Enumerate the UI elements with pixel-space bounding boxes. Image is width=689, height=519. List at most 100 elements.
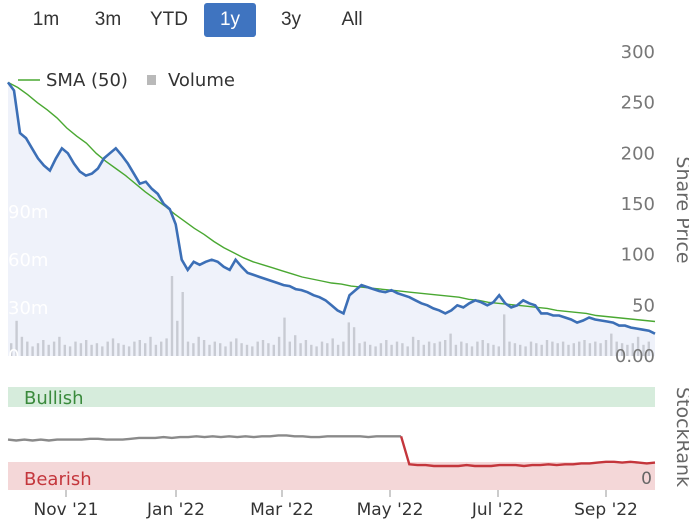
volume-bar — [358, 343, 361, 356]
volume-bar — [395, 341, 399, 356]
volume-bar — [176, 320, 179, 356]
volume-bar — [240, 343, 243, 356]
volume-bar — [417, 340, 420, 356]
volume-bar — [492, 344, 495, 356]
volume-bar — [261, 340, 265, 356]
stockrank-line-neutral — [7, 434, 402, 442]
share-price-tick: 100 — [621, 245, 655, 266]
volume-bar — [631, 343, 634, 356]
volume-bar — [229, 341, 233, 356]
stockrank-tick: 0 — [641, 469, 652, 489]
volume-bar — [460, 341, 463, 356]
volume-bar — [599, 343, 602, 356]
share-price-tick: 0.00 — [615, 346, 655, 367]
volume-bar — [186, 341, 190, 356]
volume-bar — [604, 340, 608, 356]
volume-bar — [572, 343, 575, 356]
volume-bar — [63, 344, 66, 356]
volume-bar — [594, 341, 597, 356]
volume-bar — [620, 343, 624, 356]
tab-ytd[interactable]: YTD — [150, 9, 188, 30]
volume-bar — [288, 341, 291, 356]
share-price-tick: 50 — [632, 295, 655, 316]
volume-bar — [444, 340, 447, 356]
legend-sma-label: SMA (50) — [46, 70, 128, 91]
stockrank-axis-label: StockRank — [672, 387, 689, 487]
volume-bar — [352, 327, 356, 356]
volume-bar — [10, 343, 13, 356]
x-tick-label: Nov '21 — [34, 500, 99, 519]
volume-bar — [529, 341, 533, 356]
x-tick-label: May '22 — [357, 500, 424, 519]
volume-bar — [433, 343, 436, 356]
volume-tick: 60m — [8, 250, 48, 271]
volume-bar — [331, 338, 334, 356]
volume-bar — [294, 335, 297, 356]
volume-bar — [513, 343, 517, 356]
volume-tick: 90m — [8, 202, 48, 223]
price-area-fill — [8, 82, 655, 357]
sma-line — [7, 81, 656, 323]
volume-bar — [540, 344, 543, 356]
volume-bar — [524, 346, 527, 356]
volume-bar — [320, 341, 324, 356]
volume-bar — [449, 333, 452, 356]
volume-bar — [15, 320, 18, 356]
volume-bar — [197, 336, 200, 356]
tab-1y[interactable]: 1y — [204, 3, 256, 37]
volume-bar — [336, 344, 340, 356]
bullish-band — [8, 387, 655, 407]
volume-bar — [427, 341, 431, 356]
volume-bar — [208, 344, 211, 356]
volume-bar — [315, 346, 318, 356]
volume-bar — [369, 344, 372, 356]
volume-bar — [615, 341, 618, 356]
volume-bar — [20, 336, 24, 356]
share-price-axis-label: Share Price — [672, 156, 689, 263]
volume-bar — [470, 346, 474, 356]
volume-bar — [106, 341, 109, 356]
volume-bar — [181, 292, 184, 356]
volume-bar — [374, 346, 377, 356]
share-price-tick: 250 — [621, 93, 655, 114]
volume-bar — [52, 341, 56, 356]
volume-bar — [133, 341, 136, 356]
volume-bar — [567, 344, 570, 356]
volume-tick: 30m — [8, 298, 48, 319]
volume-bar — [117, 343, 120, 356]
tab-3m[interactable]: 3m — [94, 9, 122, 30]
volume-bar — [342, 341, 345, 356]
volume-bar — [465, 343, 468, 356]
volume-bar — [486, 343, 490, 356]
volume-bar — [192, 343, 195, 356]
volume-bar — [31, 346, 34, 356]
volume-bar — [454, 344, 458, 356]
tab-3y[interactable]: 3y — [280, 9, 302, 30]
volume-bar — [256, 341, 259, 356]
volume-bar — [545, 340, 549, 356]
x-tick-label: Jul '22 — [471, 500, 524, 519]
stockrank-line-bearish — [399, 435, 656, 468]
price-line — [6, 81, 656, 335]
volume-bar — [42, 340, 45, 356]
volume-bar — [245, 344, 249, 356]
volume-bar — [497, 346, 500, 356]
volume-bar — [304, 340, 308, 356]
volume-tick: 0 — [8, 346, 19, 367]
volume-bar — [251, 346, 254, 356]
volume-bar — [535, 343, 538, 356]
volume-bar — [267, 343, 270, 356]
volume-bar — [111, 338, 115, 356]
x-tick-label: Mar '22 — [250, 500, 314, 519]
tab-1m[interactable]: 1m — [32, 9, 60, 30]
legend-volume-swatch — [147, 75, 156, 85]
volume-bar — [347, 322, 350, 356]
volume-bar — [36, 343, 40, 356]
volume-bar — [90, 344, 93, 356]
x-tick-label: Jan '22 — [146, 500, 205, 519]
tab-all[interactable]: All — [341, 9, 363, 30]
volume-bar — [626, 344, 629, 356]
volume-bar — [224, 346, 227, 356]
volume-bar — [503, 314, 506, 356]
